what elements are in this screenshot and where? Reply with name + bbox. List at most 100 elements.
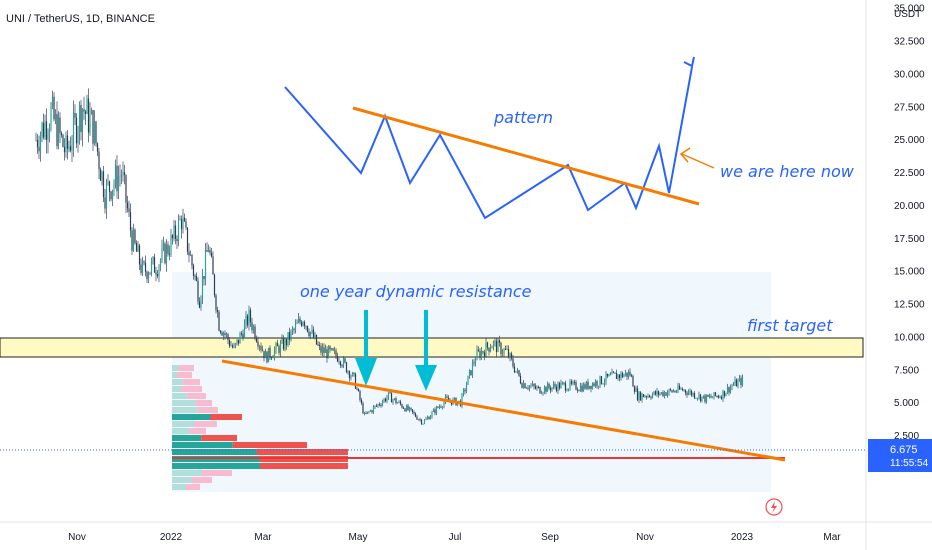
candle-body [630, 375, 633, 377]
candle-body [378, 404, 381, 406]
candle-body [464, 389, 466, 392]
candle-body [113, 183, 115, 190]
candle-body [698, 394, 700, 399]
candle-body [105, 182, 108, 209]
candle-body [719, 396, 721, 398]
candle-body [95, 121, 97, 144]
candle-body [621, 372, 624, 378]
candle-body [453, 397, 456, 400]
candle-body [39, 135, 42, 152]
candle-body [734, 379, 736, 385]
lightning-icon[interactable] [765, 498, 783, 516]
candle-body [327, 346, 330, 359]
time-tick-label: Jul [449, 532, 462, 543]
candle-body [492, 341, 495, 347]
candle-body [377, 404, 379, 406]
candle-body [273, 349, 276, 358]
candle-body [543, 386, 546, 393]
volume-profile-bar [194, 421, 217, 427]
volume-profile-bar [178, 365, 194, 371]
candle-body [188, 251, 190, 256]
candle-body [407, 405, 409, 411]
candle-body [396, 402, 399, 404]
candle-body [117, 176, 120, 192]
candle-body [542, 392, 544, 394]
candle-body [465, 384, 468, 392]
candle-body [50, 106, 52, 130]
candle-body [204, 250, 207, 280]
candle-body [440, 406, 442, 408]
candle-body [236, 339, 238, 344]
currency-label: USDT [894, 9, 921, 20]
candle-body [731, 385, 733, 388]
candle-body [405, 405, 408, 412]
candle-body [410, 407, 412, 410]
candle-body [323, 347, 325, 354]
candle-body [489, 348, 492, 352]
candle-body [590, 385, 592, 389]
candle-body [561, 382, 564, 384]
volume-profile-bar [172, 428, 189, 434]
candle-body [158, 266, 160, 277]
volume-profile-bar [172, 379, 184, 385]
candle-body [593, 383, 595, 386]
price-tick-label: 5.000 [894, 398, 919, 409]
candle-body [81, 109, 84, 133]
candle-body [138, 245, 141, 265]
time-tick-label: 2022 [160, 532, 183, 543]
candle-body [198, 301, 201, 308]
volume-profile-bar [172, 393, 188, 399]
candle-body [264, 351, 267, 359]
candle-body [212, 256, 214, 275]
candle-body [174, 225, 177, 239]
candle-body [89, 114, 91, 133]
candle-body [540, 393, 543, 395]
candle-body [128, 208, 130, 213]
candle-body [576, 389, 579, 391]
candle-body [350, 376, 352, 379]
candle-body [606, 373, 609, 377]
candle-body [132, 229, 135, 251]
candle-body [401, 404, 403, 408]
candle-body [398, 401, 400, 403]
candle-body [336, 356, 339, 362]
candle-body [423, 419, 426, 424]
candle-body [227, 334, 229, 341]
candle-body [648, 395, 651, 398]
candle-body [153, 256, 156, 273]
candle-body [479, 350, 481, 358]
candle-body [674, 390, 676, 392]
candle-body [222, 333, 225, 336]
candle-body [498, 340, 501, 343]
candle-body [122, 172, 124, 176]
candle-body [140, 264, 142, 273]
pattern-label: pattern [493, 108, 553, 127]
candle-body [690, 390, 693, 396]
candle-body [432, 409, 435, 412]
time-axis: Nov 2022 Mar May Jul Sep Nov 2023 Mar [68, 532, 841, 543]
resistance-trendline [221, 359, 786, 462]
candle-body [374, 405, 376, 407]
candle-body [533, 383, 535, 387]
pattern-trendline [352, 106, 700, 206]
candle-body [588, 385, 591, 389]
candle-body [56, 113, 58, 147]
candle-body [297, 318, 300, 323]
candle-body [290, 330, 292, 340]
candle-body [366, 411, 369, 414]
candle-body [425, 418, 427, 420]
volume-profile-bar [202, 470, 232, 476]
candle-body [84, 111, 87, 114]
candle-body [695, 398, 697, 400]
candle-body [252, 326, 255, 331]
symbol-title: UNI / TetherUS, 1D, BINANCE [6, 13, 155, 25]
candle-body [191, 255, 193, 266]
volume-profile-bar [210, 414, 242, 420]
candle-body [306, 325, 309, 332]
candle-body [383, 398, 385, 402]
candle-body [107, 181, 109, 183]
candle-body [488, 347, 490, 352]
candle-body [515, 371, 517, 373]
candle-body [90, 110, 93, 115]
candle-body [213, 274, 216, 296]
